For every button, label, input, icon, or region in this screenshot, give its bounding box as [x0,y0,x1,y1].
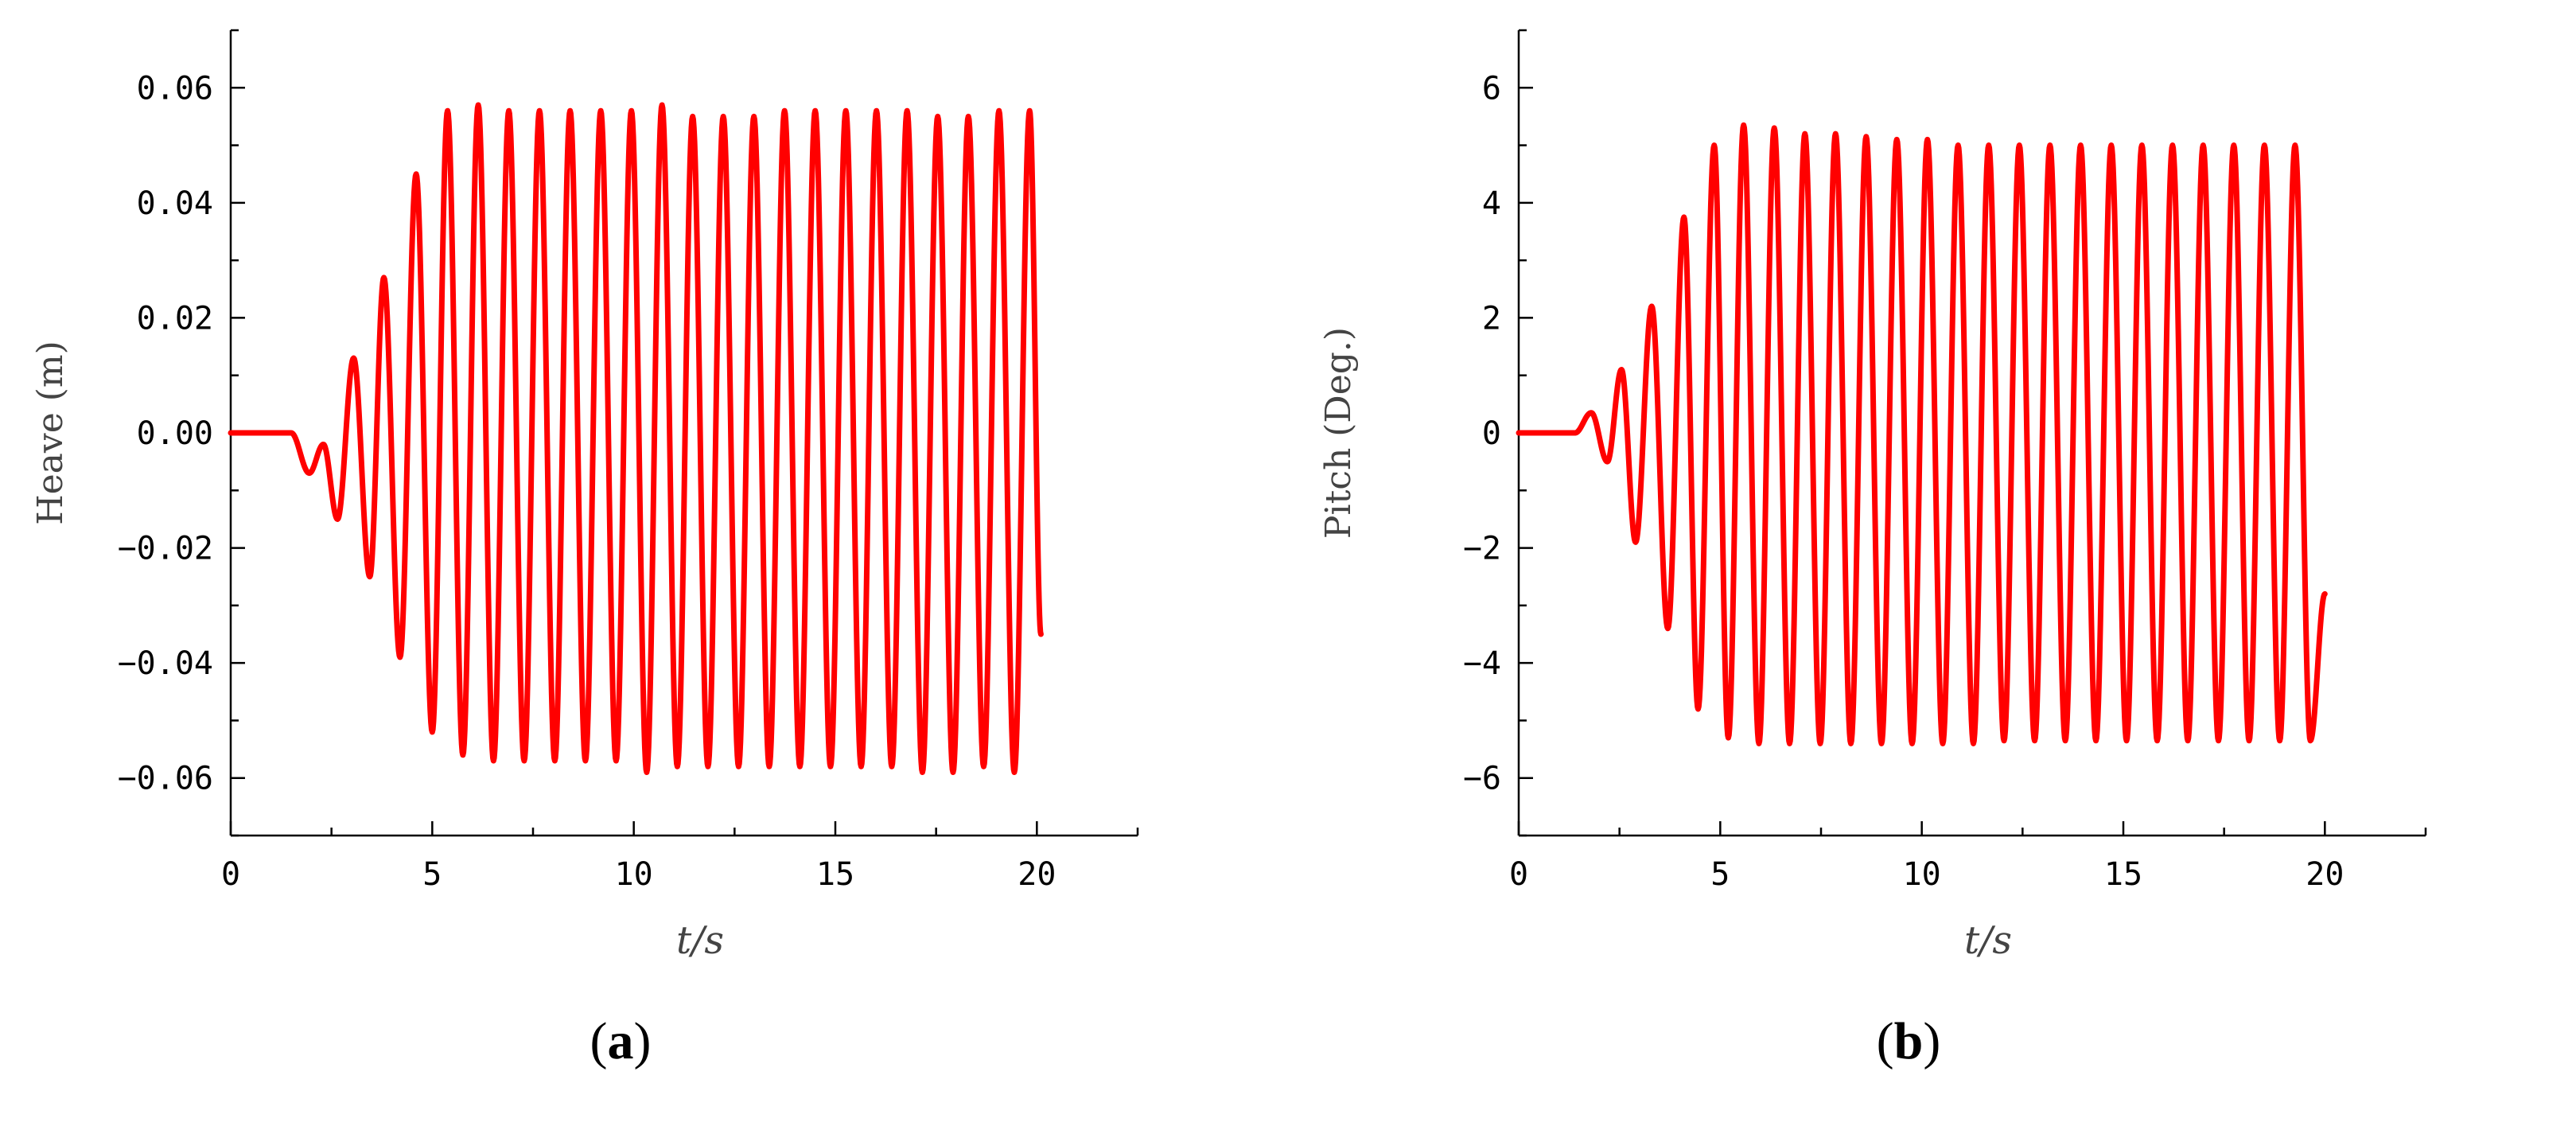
x-tick-label-b: 0 [1509,856,1528,893]
y-tick-label-b: 4 [1482,185,1501,222]
y-tick-label-b: −2 [1463,531,1501,567]
x-tick-label-a: 20 [1018,856,1056,893]
y-tick-label-b: 6 [1482,70,1501,107]
x-tick-label-b: 20 [2306,856,2344,893]
y-tick-label-a: −0.06 [118,761,213,797]
panel-caption-a: (a) [590,1012,652,1070]
x-tick-label-b: 5 [1710,856,1730,893]
y-tick-label-a: 0.00 [137,415,213,452]
x-tick-label-a: 0 [221,856,240,893]
y-tick-label-b: −4 [1463,645,1501,682]
series-line-a-0 [228,102,1044,775]
chart-panel-a: 0 5 10 15 20 −0.06 −0.04 −0.02 0.00 0.02 0.04 0.06 t… [30,29,1139,1070]
y-tick-label-b: 2 [1482,300,1501,337]
y-tick-label-b: −6 [1463,761,1501,797]
x-tick-label-a: 15 [816,856,854,893]
panel-label-a: a [608,1012,634,1070]
y-tick-label-a: −0.02 [118,531,213,567]
y-tick-label-a: 0.06 [137,70,213,107]
panel-caption-b: (b) [1877,1012,1941,1070]
y-axis-title-b: Pitch (Deg.) [1318,327,1359,539]
y-tick-label-a: −0.04 [118,645,213,682]
chart-svg-b: 0 5 10 15 20 −6 −4 −2 0 2 4 6 t/s Pitch (Deg.) (b) [1318,29,2427,1070]
x-tick-label-a: 10 [615,856,653,893]
x-tick-label-b: 10 [1903,856,1941,893]
y-tick-label-a: 0.02 [137,300,213,337]
x-axis-title-a: t/s [676,918,724,963]
y-tick-label-b: 0 [1482,415,1501,452]
panel-label-b: b [1894,1012,1924,1070]
y-axis-title-a: Heave (m) [30,341,71,525]
x-tick-label-b: 15 [2104,856,2142,893]
series-line-b-0 [1516,122,2328,746]
chart-panel-b: 0 5 10 15 20 −6 −4 −2 0 2 4 6 t/s Pitch (Deg.) (b) [1288,0,2576,1122]
x-tick-label-a: 5 [422,856,442,893]
x-axis-title-b: t/s [1964,918,2012,963]
chart-svg-a: 0 5 10 15 20 −0.06 −0.04 −0.02 0.00 0.02 0.04 0.06 t… [30,29,1139,1070]
y-tick-label-a: 0.04 [137,185,213,222]
